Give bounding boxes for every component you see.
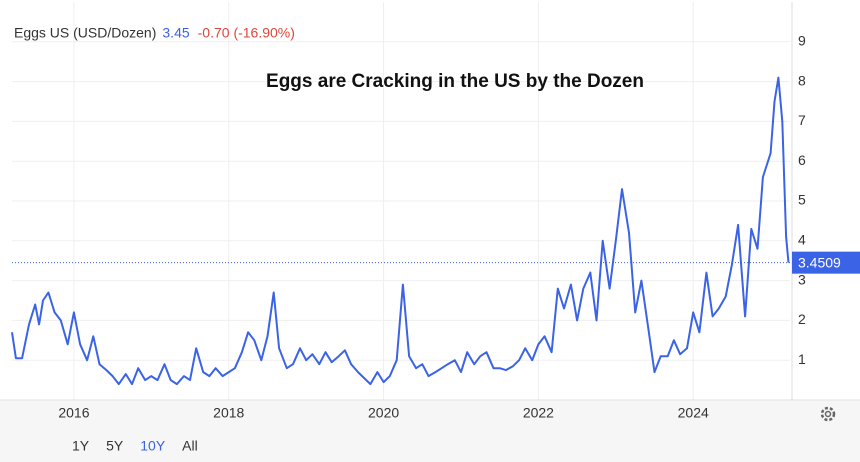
last-value-label: 3.4509 bbox=[798, 254, 841, 270]
x-tick-label: 2024 bbox=[678, 405, 709, 421]
price: 3.45 bbox=[162, 25, 189, 41]
x-tick-label: 2022 bbox=[523, 405, 554, 421]
y-tick-label: 6 bbox=[798, 152, 806, 168]
range-button[interactable]: 10Y bbox=[140, 438, 166, 454]
range-button[interactable]: 1Y bbox=[72, 438, 90, 454]
footer-bar bbox=[0, 400, 860, 462]
y-tick-label: 9 bbox=[798, 33, 806, 49]
range-button[interactable]: All bbox=[182, 438, 198, 454]
settings-icon[interactable] bbox=[820, 406, 836, 422]
y-tick-label: 4 bbox=[798, 232, 806, 248]
x-tick-label: 2018 bbox=[213, 405, 244, 421]
range-button[interactable]: 5Y bbox=[106, 438, 124, 454]
y-tick-label: 5 bbox=[798, 192, 806, 208]
y-tick-label: 1 bbox=[798, 351, 806, 367]
x-tick-label: 2016 bbox=[58, 405, 89, 421]
change: -0.70 (-16.90%) bbox=[198, 25, 295, 41]
symbol: Eggs US (USD/Dozen) bbox=[14, 25, 156, 41]
last-value-tag bbox=[792, 251, 860, 274]
y-tick-label: 3 bbox=[798, 271, 806, 287]
y-tick-label: 7 bbox=[798, 112, 806, 128]
data-line bbox=[11, 76, 790, 386]
chart-title: Eggs are Cracking in the US by the Dozen bbox=[266, 71, 644, 92]
y-tick-label: 8 bbox=[798, 72, 806, 88]
y-tick-label: 2 bbox=[798, 311, 806, 327]
x-tick-label: 2020 bbox=[368, 405, 399, 421]
